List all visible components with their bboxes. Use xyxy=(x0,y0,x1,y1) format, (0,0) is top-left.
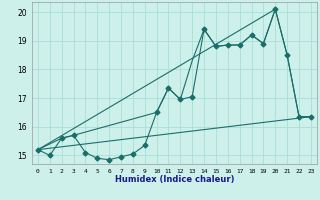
X-axis label: Humidex (Indice chaleur): Humidex (Indice chaleur) xyxy=(115,175,234,184)
